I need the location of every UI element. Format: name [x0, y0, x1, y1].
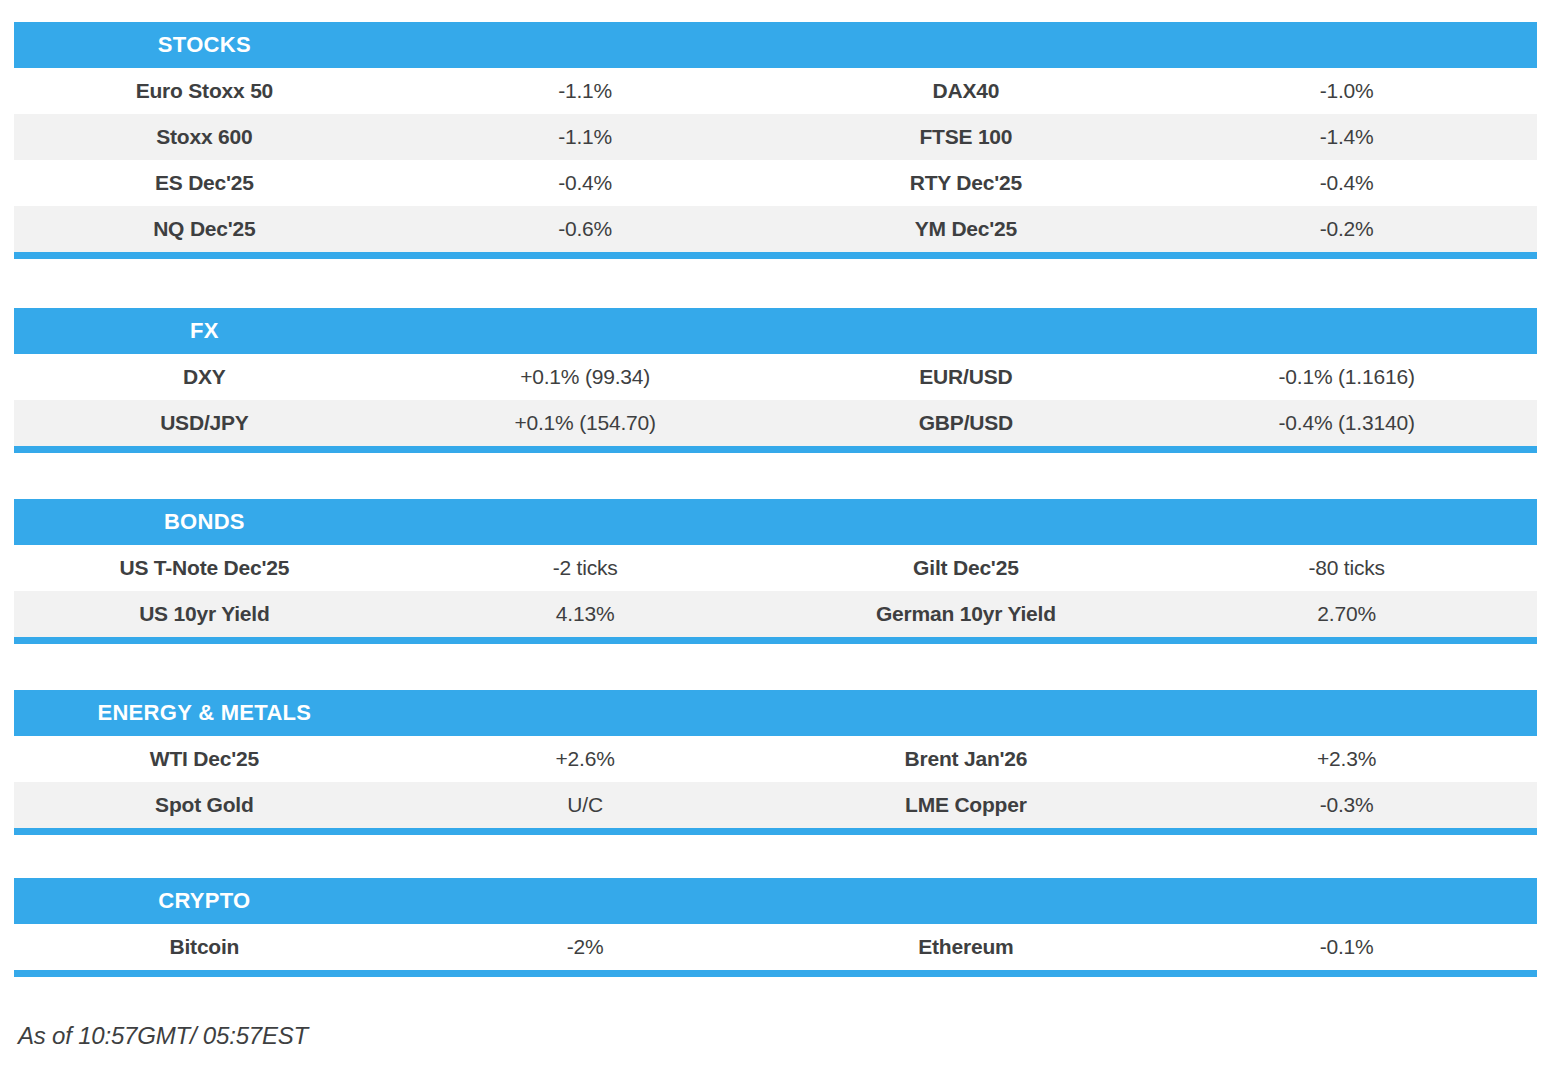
instrument-label: USD/JPY [14, 411, 395, 435]
energy-metals-table: ENERGY & METALS WTI Dec'25 +2.6% Brent J… [14, 690, 1537, 835]
instrument-value: -2% [395, 935, 776, 959]
instrument-label: Brent Jan'26 [776, 747, 1157, 771]
instrument-value: -1.4% [1156, 125, 1537, 149]
instrument-label: YM Dec'25 [776, 217, 1157, 241]
instrument-label: Gilt Dec'25 [776, 556, 1157, 580]
instrument-label: GBP/USD [776, 411, 1157, 435]
energy-metals-table-header: ENERGY & METALS [14, 690, 1537, 736]
table-row: NQ Dec'25 -0.6% YM Dec'25 -0.2% [14, 206, 1537, 252]
instrument-value: +2.6% [395, 747, 776, 771]
instrument-label: DXY [14, 365, 395, 389]
fx-table-title: FX [14, 318, 395, 344]
instrument-value: -1.1% [395, 79, 776, 103]
bonds-table: BONDS US T-Note Dec'25 -2 ticks Gilt Dec… [14, 499, 1537, 644]
table-bottom-bar [14, 637, 1537, 644]
instrument-label: RTY Dec'25 [776, 171, 1157, 195]
table-row: ES Dec'25 -0.4% RTY Dec'25 -0.4% [14, 160, 1537, 206]
bonds-table-title: BONDS [14, 509, 395, 535]
instrument-label: US 10yr Yield [14, 602, 395, 626]
fx-table-header: FX [14, 308, 1537, 354]
table-row: DXY +0.1% (99.34) EUR/USD -0.1% (1.1616) [14, 354, 1537, 400]
instrument-label: Stoxx 600 [14, 125, 395, 149]
instrument-value: -0.1% (1.1616) [1156, 365, 1537, 389]
as-of-timestamp: As of 10:57GMT/ 05:57EST [18, 1022, 308, 1050]
energy-metals-table-title: ENERGY & METALS [14, 700, 395, 726]
instrument-label: US T-Note Dec'25 [14, 556, 395, 580]
table-row: US 10yr Yield 4.13% German 10yr Yield 2.… [14, 591, 1537, 637]
instrument-value: -1.1% [395, 125, 776, 149]
instrument-label: Ethereum [776, 935, 1157, 959]
instrument-value: +0.1% (154.70) [395, 411, 776, 435]
table-bottom-bar [14, 446, 1537, 453]
bonds-table-header: BONDS [14, 499, 1537, 545]
instrument-label: NQ Dec'25 [14, 217, 395, 241]
instrument-value: -0.1% [1156, 935, 1537, 959]
table-bottom-bar [14, 828, 1537, 835]
instrument-label: WTI Dec'25 [14, 747, 395, 771]
instrument-label: Euro Stoxx 50 [14, 79, 395, 103]
instrument-label: FTSE 100 [776, 125, 1157, 149]
instrument-value: -0.4% (1.3140) [1156, 411, 1537, 435]
instrument-label: DAX40 [776, 79, 1157, 103]
table-bottom-bar [14, 252, 1537, 259]
table-row: US T-Note Dec'25 -2 ticks Gilt Dec'25 -8… [14, 545, 1537, 591]
table-row: Stoxx 600 -1.1% FTSE 100 -1.4% [14, 114, 1537, 160]
fx-table: FX DXY +0.1% (99.34) EUR/USD -0.1% (1.16… [14, 308, 1537, 453]
instrument-value: +0.1% (99.34) [395, 365, 776, 389]
crypto-table: CRYPTO Bitcoin -2% Ethereum -0.1% [14, 878, 1537, 977]
instrument-label: ES Dec'25 [14, 171, 395, 195]
instrument-value: -2 ticks [395, 556, 776, 580]
instrument-label: LME Copper [776, 793, 1157, 817]
stocks-table-title: STOCKS [14, 32, 395, 58]
instrument-value: -0.4% [395, 171, 776, 195]
table-row: Spot Gold U/C LME Copper -0.3% [14, 782, 1537, 828]
instrument-value: 2.70% [1156, 602, 1537, 626]
instrument-value: -1.0% [1156, 79, 1537, 103]
crypto-table-title: CRYPTO [14, 888, 395, 914]
table-row: Euro Stoxx 50 -1.1% DAX40 -1.0% [14, 68, 1537, 114]
instrument-value: +2.3% [1156, 747, 1537, 771]
instrument-value: 4.13% [395, 602, 776, 626]
table-row: Bitcoin -2% Ethereum -0.1% [14, 924, 1537, 970]
stocks-table-header: STOCKS [14, 22, 1537, 68]
instrument-label: German 10yr Yield [776, 602, 1157, 626]
instrument-label: Spot Gold [14, 793, 395, 817]
stocks-table: STOCKS Euro Stoxx 50 -1.1% DAX40 -1.0% S… [14, 22, 1537, 259]
instrument-value: -0.6% [395, 217, 776, 241]
instrument-value: -0.3% [1156, 793, 1537, 817]
table-row: WTI Dec'25 +2.6% Brent Jan'26 +2.3% [14, 736, 1537, 782]
table-bottom-bar [14, 970, 1537, 977]
instrument-value: -0.2% [1156, 217, 1537, 241]
instrument-label: Bitcoin [14, 935, 395, 959]
instrument-label: EUR/USD [776, 365, 1157, 389]
crypto-table-header: CRYPTO [14, 878, 1537, 924]
instrument-value: U/C [395, 793, 776, 817]
instrument-value: -0.4% [1156, 171, 1537, 195]
table-row: USD/JPY +0.1% (154.70) GBP/USD -0.4% (1.… [14, 400, 1537, 446]
instrument-value: -80 ticks [1156, 556, 1537, 580]
